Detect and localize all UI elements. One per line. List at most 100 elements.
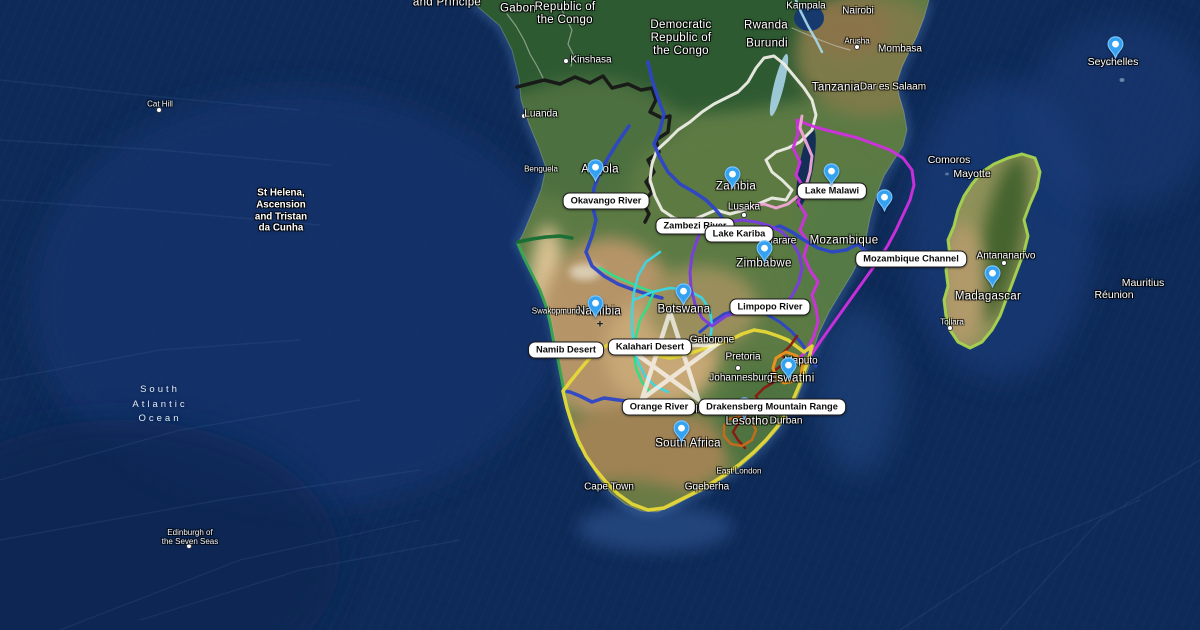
dot-arusha [854, 44, 860, 50]
dot-antananarivo [1001, 260, 1007, 266]
label-seychelles: Seychelles [1087, 55, 1139, 68]
label-mombasa: Mombasa [878, 43, 922, 55]
label-comoros: Comoros [927, 153, 971, 166]
feature-lake-kariba[interactable]: Lake Kariba [704, 225, 774, 243]
route-zambia-border [648, 54, 818, 224]
feature-mozambique-channel[interactable]: Mozambique Channel [855, 250, 967, 268]
label-lesotho: Lesotho [725, 415, 769, 428]
route-angola-border [515, 74, 672, 224]
feature-orange-river[interactable]: Orange River [621, 398, 697, 416]
route-okavango-river [584, 124, 664, 300]
pin-seychelles[interactable] [1106, 36, 1124, 59]
dot-cat-hill [156, 107, 162, 113]
route-cyan-branch [632, 286, 714, 342]
label-benguela: Benguela [524, 164, 558, 174]
pin-namibia[interactable] [586, 295, 604, 318]
label-drc: Democratic Republic of the Congo [650, 19, 712, 58]
dot-kinshasa [563, 58, 569, 64]
label-republic-congo: Republic of the Congo [534, 0, 596, 26]
dot-lusaka [741, 212, 747, 218]
map-pin-icon [672, 420, 690, 443]
label-kampala: Kampala [786, 0, 826, 12]
label-mayotte: Mayotte [953, 167, 991, 180]
pin-lake-malawi[interactable] [822, 163, 840, 186]
label-botswana: Botswana [657, 303, 711, 316]
label-mauritius: Mauritius [1121, 276, 1165, 289]
label-namibia: Namibia [576, 305, 622, 318]
label-madagascar: Madagascar [954, 290, 1022, 303]
feature-okavango-river[interactable]: Okavango River [562, 192, 650, 210]
map-pin-icon [586, 295, 604, 318]
label-antananarivo: Antananarivo [976, 250, 1036, 262]
label-arusha: Arusha [844, 36, 870, 46]
dot-toliara [947, 325, 953, 331]
label-gqeberha: Gqeberha [684, 481, 730, 493]
dot-luanda [521, 113, 527, 119]
route-drakensberg-range [731, 334, 799, 450]
label-south-africa: South Africa [655, 437, 721, 450]
label-lusaka: Lusaka [727, 201, 761, 213]
pin-botswana[interactable] [674, 283, 692, 306]
map-pin-icon [755, 240, 773, 263]
pin-madagascar[interactable] [983, 265, 1001, 288]
dot-pretoria [735, 365, 741, 371]
label-mozambique: Mozambique [809, 234, 879, 247]
label-dar-es-salaam: Dar es Salaam [859, 81, 927, 93]
map-pin-icon [1106, 36, 1124, 59]
label-st-helena: St Helena, Ascension and Tristan da Cunha [254, 187, 308, 234]
pin-zimbabwe[interactable] [755, 240, 773, 263]
route-border-tanzania [791, 27, 851, 51]
map-pin-icon [723, 166, 741, 189]
label-tanzania: Tanzania [811, 81, 861, 94]
feature-kalahari-desert[interactable]: Kalahari Desert [607, 338, 693, 356]
label-cape-town: Cape Town [584, 481, 634, 493]
route-border-congo [559, 5, 575, 67]
route-kunene-border [516, 234, 574, 244]
label-pretoria: Pretoria [725, 351, 761, 363]
map-pin-icon [875, 189, 893, 212]
feature-drakensberg[interactable]: Drakensberg Mountain Range [698, 398, 846, 416]
label-sao-tome-principe: and Príncipe [412, 0, 482, 9]
label-burundi: Burundi [746, 37, 788, 50]
map-pin-icon [674, 283, 692, 306]
dot-edinburgh [186, 543, 192, 549]
label-swakopmund: Swakopmund [531, 306, 581, 316]
feature-limpopo-river[interactable]: Limpopo River [729, 298, 811, 316]
pin-eswatini[interactable] [779, 357, 797, 380]
label-eswatini: Eswatini [769, 372, 815, 385]
route-congo-river [794, 0, 824, 54]
route-okavango-delta-green [598, 266, 656, 394]
map-pin-icon [586, 159, 604, 182]
pin-south-africa[interactable] [672, 420, 690, 443]
label-south-atlantic-ocean: South Atlantic Ocean [132, 383, 188, 425]
label-kinshasa: Kinshasa [570, 54, 612, 66]
route-lesotho-border [722, 414, 758, 448]
label-zimbabwe: Zimbabwe [736, 257, 792, 270]
label-east-london: East London [716, 466, 762, 476]
label-maputo: Maputo [784, 355, 818, 367]
map-pin-icon [822, 163, 840, 186]
label-durban: Durban [769, 415, 803, 427]
label-johannesburg: Johannesburg [709, 372, 773, 384]
route-mozambique-border [791, 118, 916, 366]
label-reunion: Réunion [1094, 288, 1134, 301]
label-cat-hill: Cat Hill [147, 99, 173, 109]
label-zambia: Zambia [715, 180, 757, 193]
pin-angola[interactable] [586, 159, 604, 182]
route-border-gabon [506, 13, 544, 79]
label-toliara: Toliara [940, 317, 964, 327]
plus-marker: + [596, 318, 604, 331]
label-rwanda: Rwanda [744, 19, 788, 32]
label-harare: Harare [765, 235, 797, 247]
map-pin-icon [779, 357, 797, 380]
pin-mozambique[interactable] [875, 189, 893, 212]
label-edinburgh-seven-seas: Edinburgh of the Seven Seas [161, 527, 219, 546]
label-nairobi: Nairobi [842, 5, 874, 17]
map-pin-icon [983, 265, 1001, 288]
label-luanda: Luanda [524, 108, 558, 120]
pin-zambia[interactable] [723, 166, 741, 189]
feature-namib-desert[interactable]: Namib Desert [528, 341, 604, 359]
label-gaborone: Gaborone [689, 334, 735, 346]
route-eswatini-border [771, 350, 805, 385]
